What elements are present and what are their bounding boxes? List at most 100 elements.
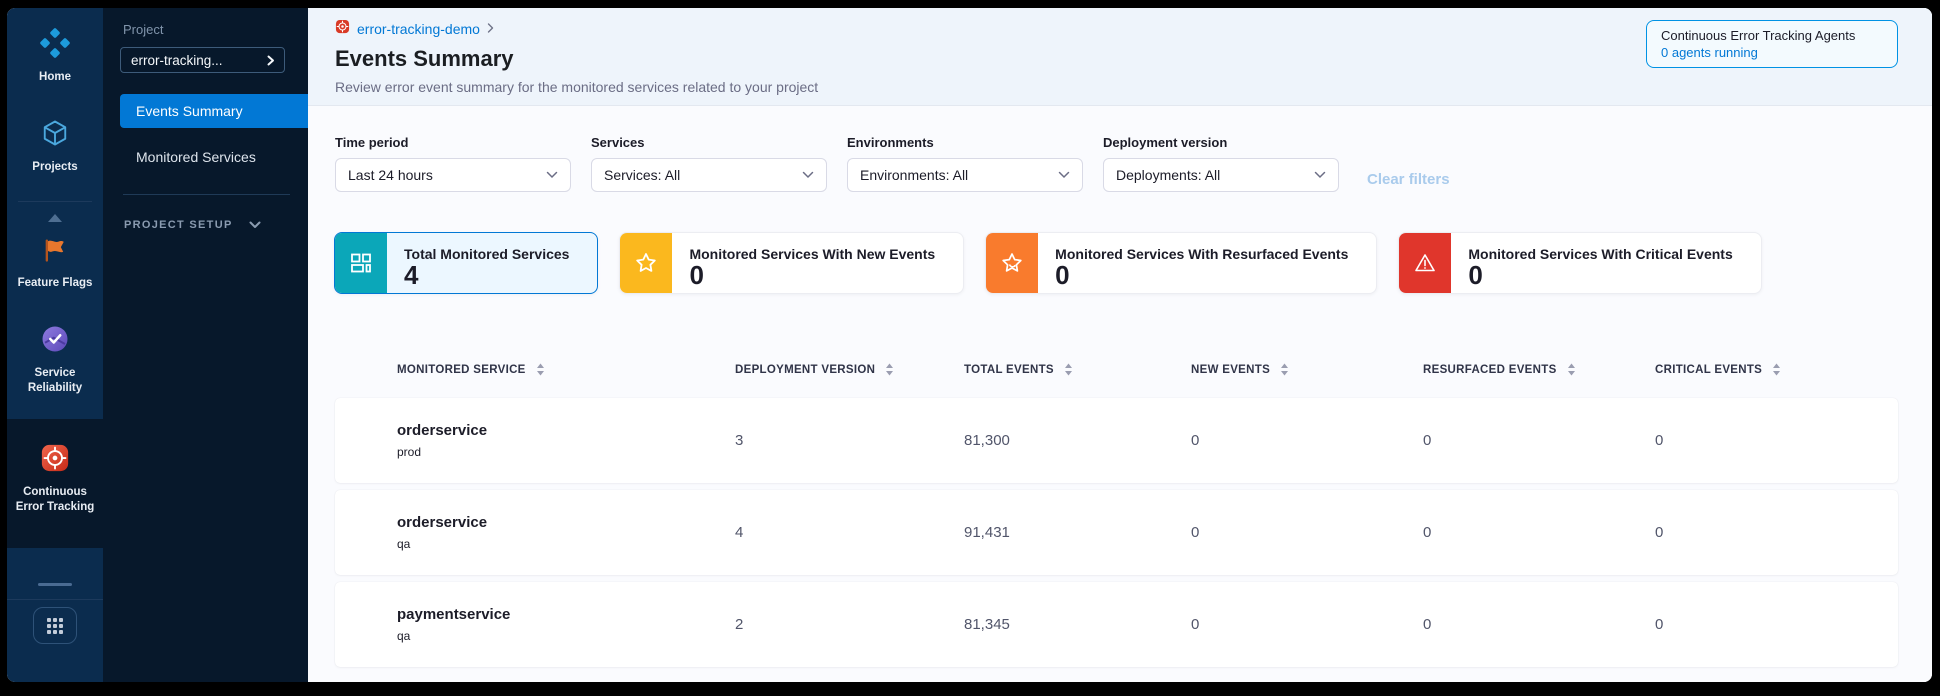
project-setup-label: PROJECT SETUP bbox=[124, 219, 233, 231]
critical-events-cell: 0 bbox=[1655, 432, 1664, 449]
card-accent bbox=[620, 233, 673, 293]
clear-filters-button[interactable]: Clear filters bbox=[1367, 171, 1450, 188]
card-new-events[interactable]: Monitored Services With New Events 0 bbox=[619, 232, 965, 294]
module-label-continuous-error-tracking: Continuous Error Tracking bbox=[15, 485, 95, 514]
breadcrumb-project-link[interactable]: error-tracking-demo bbox=[357, 21, 480, 37]
column-total-events[interactable]: TOTAL EVENTS bbox=[964, 363, 1191, 376]
breadcrumb: error-tracking-demo bbox=[335, 19, 1898, 39]
module-label-feature-flags: Feature Flags bbox=[17, 277, 93, 290]
project-selector-value: error-tracking... bbox=[131, 52, 223, 68]
error-tracking-target-icon bbox=[40, 443, 70, 478]
agents-running-link[interactable]: 0 agents running bbox=[1661, 45, 1758, 60]
sort-icon bbox=[1567, 363, 1575, 376]
service-name: orderservice bbox=[397, 514, 488, 531]
scroll-up-icon[interactable] bbox=[48, 214, 62, 223]
star-resurfaced-icon bbox=[1002, 253, 1022, 272]
cet-breadcrumb-icon bbox=[335, 19, 350, 39]
table-header-row: MONITORED SERVICE DEPLOYMENT VERSION TOT… bbox=[335, 341, 1898, 398]
page-subtitle: Review error event summary for the monit… bbox=[335, 79, 819, 95]
card-value: 0 bbox=[1468, 260, 1483, 290]
service-environment: prod bbox=[397, 445, 422, 459]
project-selector[interactable]: error-tracking... bbox=[120, 47, 285, 73]
page-header: error-tracking-demo Events Summary Revie… bbox=[308, 8, 1932, 106]
services-select[interactable]: Services: All bbox=[591, 158, 827, 192]
column-critical-events[interactable]: CRITICAL EVENTS bbox=[1655, 363, 1898, 376]
table-row[interactable]: paymentservice qa 2 81,345 0 0 0 bbox=[335, 582, 1898, 667]
sort-icon bbox=[1281, 363, 1289, 376]
collapse-handle[interactable] bbox=[38, 583, 72, 586]
chevron-down-icon bbox=[249, 221, 261, 229]
card-label: Monitored Services With Resurfaced Event… bbox=[1055, 246, 1349, 262]
resurfaced-events-cell: 0 bbox=[1423, 616, 1432, 633]
column-deployment-version[interactable]: DEPLOYMENT VERSION bbox=[735, 363, 964, 376]
all-modules-button[interactable] bbox=[33, 607, 77, 644]
time-period-value: Last 24 hours bbox=[348, 167, 433, 183]
module-item-feature-flags[interactable]: Feature Flags bbox=[7, 228, 103, 300]
module-divider bbox=[18, 201, 92, 203]
footer-divider bbox=[7, 599, 103, 600]
card-label: Total Monitored Services bbox=[404, 246, 570, 262]
card-accent bbox=[986, 233, 1039, 293]
new-events-cell: 0 bbox=[1191, 616, 1200, 633]
events-table: MONITORED SERVICE DEPLOYMENT VERSION TOT… bbox=[335, 341, 1898, 667]
nav-item-events-summary[interactable]: Events Summary bbox=[120, 94, 308, 128]
agents-status-card[interactable]: Continuous Error Tracking Agents 0 agent… bbox=[1646, 20, 1898, 68]
module-item-service-reliability[interactable]: Service Reliability bbox=[7, 316, 103, 419]
cube-icon bbox=[40, 118, 70, 153]
column-new-events[interactable]: NEW EVENTS bbox=[1191, 363, 1423, 376]
main-content: error-tracking-demo Events Summary Revie… bbox=[308, 8, 1932, 682]
deployment-version-cell: 2 bbox=[735, 616, 744, 633]
time-period-select[interactable]: Last 24 hours bbox=[335, 158, 571, 192]
card-resurfaced-events[interactable]: Monitored Services With Resurfaced Event… bbox=[985, 232, 1378, 294]
filter-time-period: Time period Last 24 hours bbox=[335, 135, 571, 192]
card-accent bbox=[1399, 233, 1452, 293]
card-critical-events[interactable]: Monitored Services With Critical Events … bbox=[1398, 232, 1762, 294]
project-section-label: Project bbox=[123, 22, 164, 37]
sort-icon bbox=[1064, 363, 1072, 376]
service-environment: qa bbox=[397, 629, 411, 643]
card-total-monitored-services[interactable]: Total Monitored Services 4 bbox=[334, 232, 599, 294]
chevron-down-icon bbox=[1058, 171, 1070, 179]
module-nav-footer bbox=[7, 575, 103, 682]
warning-triangle-icon bbox=[1415, 254, 1436, 272]
column-monitored-service[interactable]: MONITORED SERVICE bbox=[397, 363, 735, 376]
reliability-check-icon bbox=[40, 324, 70, 359]
card-accent bbox=[335, 233, 387, 293]
page-title: Events Summary bbox=[335, 46, 514, 71]
flag-icon bbox=[41, 236, 69, 269]
breadcrumb-chevron-icon bbox=[487, 20, 494, 38]
environments-value: Environments: All bbox=[860, 167, 969, 183]
card-value: 4 bbox=[404, 260, 419, 290]
column-resurfaced-events[interactable]: RESURFACED EVENTS bbox=[1423, 363, 1655, 376]
deployment-version-cell: 3 bbox=[735, 432, 744, 449]
service-name: orderservice bbox=[397, 422, 488, 439]
module-item-projects[interactable]: Projects bbox=[7, 110, 103, 184]
environments-select[interactable]: Environments: All bbox=[847, 158, 1083, 192]
total-events-cell: 81,345 bbox=[964, 616, 1010, 633]
card-value: 0 bbox=[689, 260, 704, 290]
nav-item-monitored-services[interactable]: Monitored Services bbox=[120, 140, 308, 174]
panel-divider bbox=[123, 194, 290, 195]
filter-services-label: Services bbox=[591, 135, 645, 150]
card-label: Monitored Services With Critical Events bbox=[1468, 246, 1733, 262]
resurfaced-events-cell: 0 bbox=[1423, 524, 1432, 541]
module-nav: Home Projects bbox=[7, 8, 103, 682]
filter-services: Services Services: All bbox=[591, 135, 827, 192]
module-label-home: Home bbox=[39, 71, 71, 83]
chevron-down-icon bbox=[546, 171, 558, 179]
chevron-down-icon bbox=[1314, 171, 1326, 179]
table-row[interactable]: orderservice qa 4 91,431 0 0 0 bbox=[335, 490, 1898, 575]
harness-logo-icon bbox=[40, 28, 70, 63]
module-item-continuous-error-tracking[interactable]: Continuous Error Tracking bbox=[7, 418, 103, 548]
project-setup-toggle[interactable]: PROJECT SETUP bbox=[124, 219, 308, 231]
deployments-select[interactable]: Deployments: All bbox=[1103, 158, 1339, 192]
sort-icon bbox=[1773, 363, 1781, 376]
module-item-home[interactable]: Home bbox=[7, 20, 103, 94]
filter-deployment-version-label: Deployment version bbox=[1103, 135, 1228, 150]
grid-layout-icon bbox=[351, 253, 371, 273]
table-row[interactable]: orderservice prod 3 81,300 0 0 0 bbox=[335, 398, 1898, 483]
module-label-projects: Projects bbox=[32, 160, 78, 173]
resurfaced-events-cell: 0 bbox=[1423, 432, 1432, 449]
grid-icon bbox=[47, 617, 63, 634]
